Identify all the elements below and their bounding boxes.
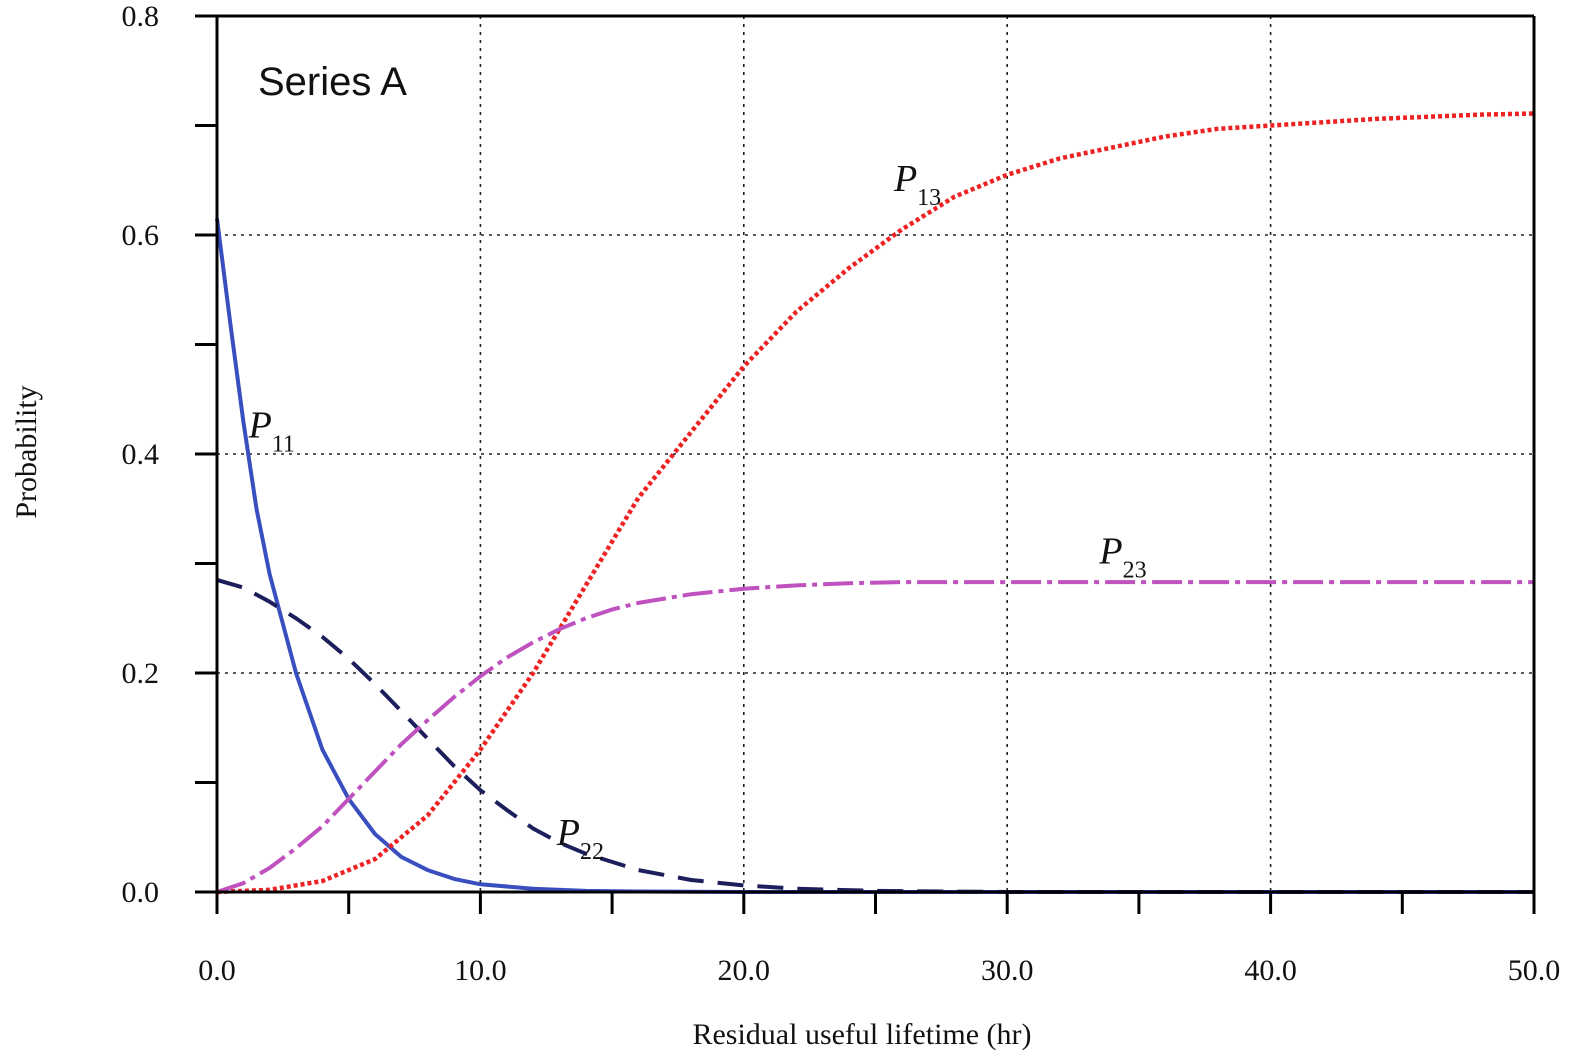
series-line-p11 [215,218,1534,894]
x-tick-label: 20.0 [718,954,771,987]
x-axis-title: Residual useful lifetime (hr) [692,1018,1031,1051]
series-line-p13 [216,111,1535,895]
axes [195,14,1536,914]
tick-labels: 0.0 10.0 20.0 30.0 40.0 50.0 0.0 0.2 0.4 0.6 0.8 [122,0,1561,987]
x-tick-label: 40.0 [1244,954,1297,987]
series-line-p22 [216,577,1534,894]
gridlines [217,16,1534,892]
series-lines [215,111,1535,895]
series-label-main: P [248,405,272,447]
series-a-annotation: Series A [258,60,407,104]
y-tick-label: 0.0 [122,876,160,909]
series-label-main: P [1098,531,1122,573]
y-tick-label: 0.8 [122,0,160,33]
series-label-main: P [556,812,580,854]
series-label-subscript: 11 [272,432,295,458]
series-label-subscript: 13 [917,185,941,211]
y-tick-label: 0.6 [122,219,160,252]
series-label-p13: P13 [893,158,941,211]
series-label-p22: P22 [556,812,604,865]
series-label-main: P [893,158,917,200]
series-label-p23: P23 [1098,531,1146,584]
x-tick-label: 0.0 [198,954,236,987]
x-tick-label: 10.0 [454,954,507,987]
y-axis-title: Probability [10,385,43,518]
series-line-p23 [216,580,1534,894]
series-label-subscript: 22 [580,839,604,865]
series-label-p11: P11 [248,405,295,458]
series-label-subscript: 23 [1123,558,1147,584]
y-tick-label: 0.2 [122,657,160,690]
x-tick-label: 50.0 [1508,954,1561,987]
x-tick-label: 30.0 [981,954,1034,987]
y-tick-label: 0.4 [122,438,160,471]
